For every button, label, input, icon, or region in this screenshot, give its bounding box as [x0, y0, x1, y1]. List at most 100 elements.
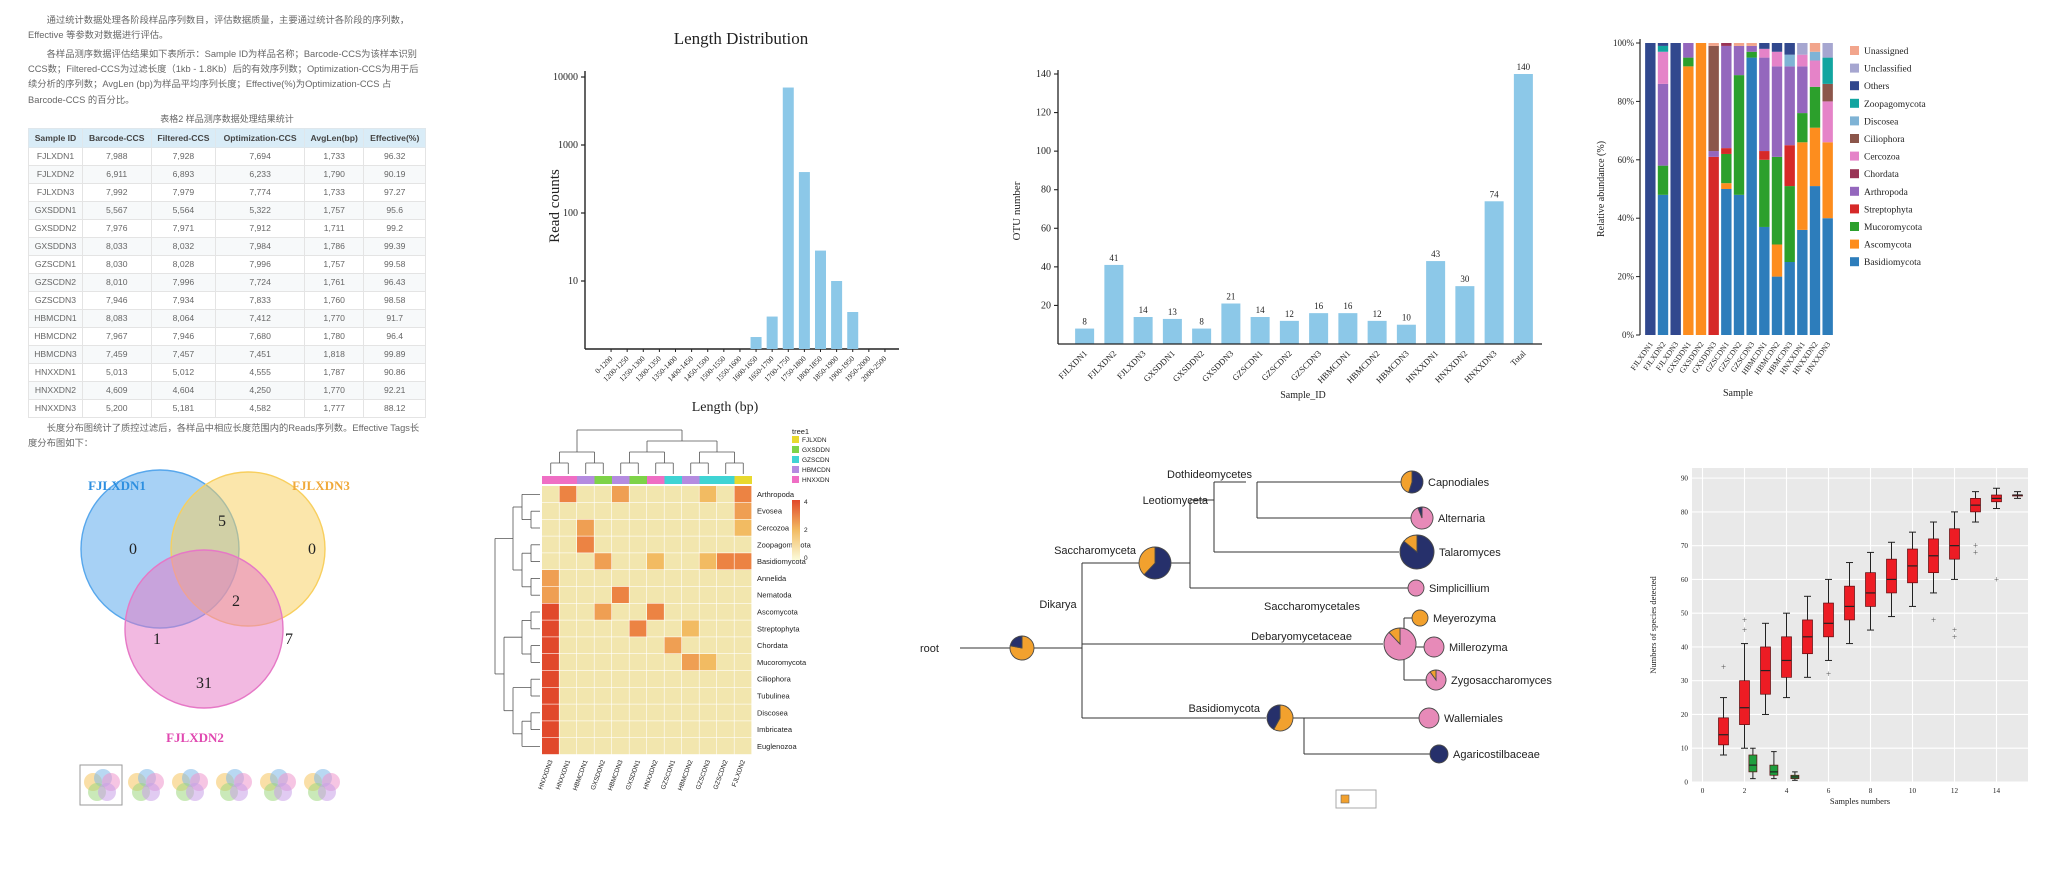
- stack-segment: [1657, 45, 1669, 52]
- stack-segment: [1797, 113, 1808, 143]
- table-cell: 4,250: [215, 380, 305, 400]
- heatmap-cell: [734, 502, 752, 519]
- heatmap-cell: [699, 486, 717, 503]
- heatmap-cell: [577, 738, 594, 755]
- color-scale: [792, 500, 800, 560]
- stack-segment: [1809, 43, 1821, 52]
- stack-segment: [1657, 43, 1669, 46]
- box: [1781, 636, 1792, 678]
- heatmap-cell: [664, 486, 682, 503]
- outlier-marker: +: [1721, 662, 1726, 672]
- heatmap-cell: [717, 486, 734, 503]
- stack-segment: [1657, 194, 1669, 335]
- y-tick: 40: [1041, 262, 1051, 273]
- y-tick: 1000: [558, 140, 578, 151]
- table-cell: FJLXDN2: [28, 164, 83, 184]
- venn-thumbnail[interactable]: [216, 769, 252, 801]
- table-cell: 5,013: [81, 362, 152, 382]
- heatmap-cell: [594, 536, 612, 553]
- table-cell: 7,967: [81, 326, 152, 346]
- heatmap-cell: [664, 570, 682, 587]
- bar: [766, 316, 778, 349]
- heatmap-cell: [612, 486, 629, 503]
- bar: [1192, 328, 1212, 344]
- x-tick: 6: [1827, 787, 1831, 795]
- heatmap-cell: [559, 603, 577, 620]
- x-tick: 14: [1993, 787, 2001, 795]
- venn-thumbnail[interactable]: [128, 769, 164, 801]
- heatmap-cell: [717, 687, 734, 704]
- stack-segment: [1657, 51, 1669, 84]
- table-cell: 7,459: [81, 344, 152, 364]
- heatmap-cell: [717, 620, 734, 637]
- leaf-label: Agaricostilbaceae: [1453, 749, 1540, 761]
- bar-value: 12: [1373, 309, 1382, 319]
- box: [1865, 572, 1876, 607]
- heatmap-cell: [629, 721, 647, 738]
- heatmap-cell: [647, 654, 664, 671]
- col-header: AvgLen(bp): [303, 127, 365, 148]
- table-cell: 88.12: [363, 398, 426, 418]
- table-cell: 4,604: [150, 380, 217, 400]
- col-header: Sample ID: [28, 127, 83, 148]
- heatmap-cell: [542, 586, 559, 603]
- heatmap-cell: [542, 519, 559, 536]
- table-cell: FJLXDN3: [28, 182, 83, 202]
- y-tick: 80: [1681, 508, 1689, 516]
- heatmap-cell: [577, 519, 594, 536]
- outlier-marker: +: [1742, 615, 1747, 625]
- table-cell: 99.39: [363, 236, 426, 256]
- row-label: Zoopagomycota: [757, 540, 812, 549]
- stack-segment: [1708, 156, 1719, 335]
- col-label: HBMCDN3: [607, 759, 625, 792]
- table-cell: HNXXDN3: [28, 398, 83, 418]
- heatmap-cell: [542, 687, 559, 704]
- heatmap-cell: [734, 620, 752, 637]
- heatmap-cell: [542, 738, 559, 755]
- heatmap-cell: [734, 670, 752, 687]
- col-label: FJLXDN2: [731, 759, 747, 788]
- group-strip-cell: [594, 476, 612, 484]
- legend-label: Cercozoa: [1864, 153, 1901, 163]
- table-cell: 90.86: [363, 362, 426, 382]
- pie-node: [1383, 627, 1417, 661]
- venn-thumbnail[interactable]: [304, 769, 340, 801]
- venn-thumbnail[interactable]: [172, 769, 208, 801]
- bar: [815, 250, 826, 349]
- col-label: GZSCDN3: [695, 759, 712, 791]
- stack-segment: [1809, 60, 1821, 87]
- plot-background: [1692, 468, 2028, 782]
- row-label: Ascomycota: [757, 608, 799, 617]
- heatmap-cell: [664, 687, 682, 704]
- heatmap-cell: [682, 687, 699, 704]
- group-strip-cell: [577, 476, 595, 484]
- heatmap-cell: [629, 603, 647, 620]
- heatmap-cell: [594, 620, 612, 637]
- heatmap-cell: [699, 654, 717, 671]
- heatmap-cell: [629, 704, 647, 721]
- heatmap-cell: [629, 586, 647, 603]
- y-tick: 40%: [1618, 213, 1635, 223]
- stack-segment: [1721, 43, 1732, 46]
- x-tick: GXSDDN3: [1200, 348, 1235, 383]
- legend-swatch: [1850, 98, 1859, 108]
- heatmap-cell: [594, 687, 612, 704]
- legend-label: Others: [1864, 82, 1890, 92]
- stack-segment: [1784, 186, 1795, 262]
- group-legend-swatch: [792, 446, 799, 453]
- x-axis-label: Sample_ID: [1280, 390, 1326, 401]
- table-row: HBMCDN2 7,967 7,946 7,680 1,780 96.4: [28, 326, 426, 346]
- table-cell: 8,028: [150, 254, 217, 274]
- heatmap-cell: [542, 603, 559, 620]
- legend-swatch: [1850, 151, 1859, 161]
- heatmap-cell: [699, 553, 717, 570]
- bar-value: 16: [1343, 301, 1353, 311]
- y-tick: 60: [1041, 223, 1051, 234]
- venn-thumbnail[interactable]: [260, 769, 296, 801]
- table-cell: 1,786: [303, 236, 365, 256]
- venn-thumbnail[interactable]: [79, 764, 123, 806]
- table-cell: 5,012: [150, 362, 217, 382]
- table-cell: 7,928: [150, 146, 217, 166]
- pie-node: [1411, 609, 1429, 627]
- heatmap-cell: [647, 687, 664, 704]
